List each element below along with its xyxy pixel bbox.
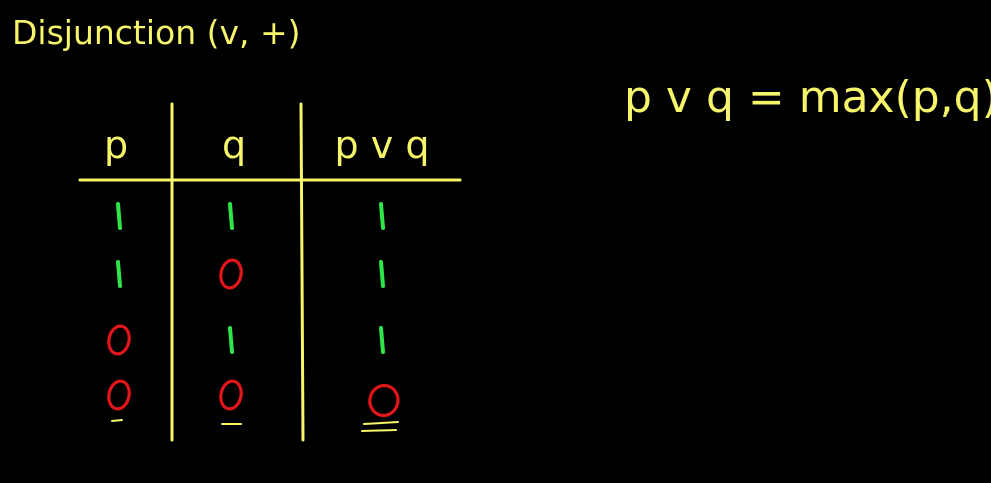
cell-zero-p-row-4: [107, 379, 131, 411]
cell-zero-result-row-4: [368, 383, 400, 418]
cell-one-result-row-2: [379, 260, 385, 288]
cell-one-result-row-3: [379, 326, 385, 354]
underline-p: [111, 419, 123, 422]
cell-one-p-row-2: [116, 260, 122, 288]
double-underline-result-bottom: [361, 429, 397, 432]
formula: p v q = max(p,q): [624, 72, 991, 123]
table-column-rule-2: [299, 102, 305, 442]
cell-one-q-row-3: [228, 326, 234, 354]
truth-table-cells: [107, 202, 400, 418]
cell-zero-p-row-3: [107, 324, 131, 356]
header-p: p: [104, 123, 128, 167]
cell-one-q-row-1: [228, 202, 234, 230]
cell-one-result-row-1: [379, 202, 385, 230]
page-title: Disjunction (v, +): [12, 13, 301, 52]
header-p-or-q: p v q: [335, 123, 430, 167]
cell-one-p-row-1: [116, 202, 122, 230]
double-underline-result-top: [363, 421, 399, 425]
cell-zero-q-row-4: [219, 379, 243, 411]
header-q: q: [222, 123, 246, 167]
cell-zero-q-row-2: [219, 258, 243, 290]
